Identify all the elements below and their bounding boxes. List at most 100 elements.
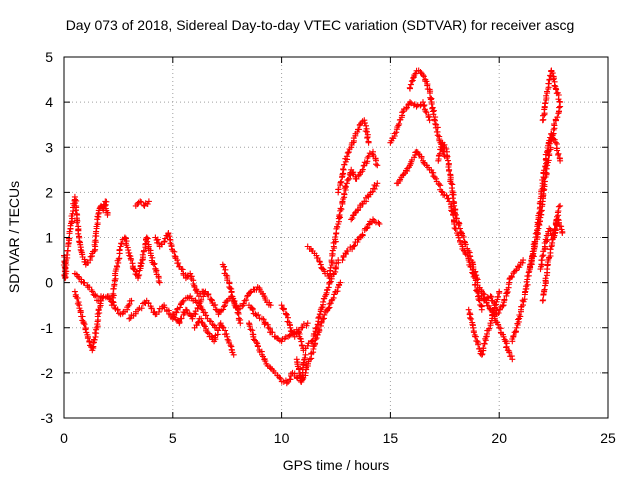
data-point [450,212,457,219]
y-tick-label: 0 [45,275,53,291]
data-point [433,175,440,182]
data-point [499,302,506,309]
data-point [547,228,554,234]
data-point [446,167,452,174]
data-point [138,260,145,267]
data-point [491,304,498,311]
y-tick-label: 5 [45,49,53,65]
data-point [434,132,441,139]
data-point [267,302,274,309]
data-point [183,307,190,314]
data-point [175,260,182,266]
data-point [90,339,97,346]
data-point [103,198,110,205]
data-point [312,336,319,343]
data-point [527,263,533,270]
data-point [351,242,358,249]
data-point [449,208,455,215]
data-point [501,296,508,303]
data-point [327,264,334,271]
data-point [552,139,559,146]
data-point [520,257,527,264]
data-point [150,261,157,268]
data-point [335,186,342,193]
data-point [80,320,87,327]
data-point [316,259,323,265]
data-point [407,99,413,106]
data-point [542,275,549,282]
data-point [267,365,274,372]
data-point [353,175,360,182]
data-points [60,67,566,387]
data-point [403,105,410,112]
data-point [228,289,235,296]
x-tick-label: 15 [383,430,399,446]
data-point [427,96,434,103]
data-point [365,153,372,160]
data-point [556,104,563,111]
data-point [252,311,259,318]
data-point [298,342,305,349]
data-point [205,292,212,298]
data-point [466,252,473,259]
data-point [114,307,121,313]
data-point [84,335,91,342]
data-point [144,201,151,207]
data-point [155,278,162,285]
data-point [330,294,337,301]
data-point [403,104,410,111]
data-point [148,305,155,312]
data-point [203,312,210,319]
data-point [177,304,183,311]
data-point [215,327,222,334]
data-point [128,256,135,263]
data-point [334,224,341,231]
data-point [455,222,462,229]
data-point [410,75,416,81]
data-point [543,92,550,99]
data-point [339,257,346,264]
data-point [299,324,306,331]
data-point [551,121,557,127]
data-point [420,73,427,80]
data-point [269,329,276,336]
data-point [551,136,558,143]
data-point [276,374,283,381]
data-point [363,122,369,129]
data-point [341,191,348,198]
x-tick-label: 5 [169,430,177,446]
data-point [126,315,133,322]
data-point [475,341,482,348]
data-point [74,300,81,307]
data-point [336,211,343,218]
data-point [365,139,372,146]
data-point [233,305,240,312]
data-point [530,241,537,248]
data-point [89,288,96,295]
data-point [361,120,368,127]
data-point [139,251,146,258]
data-point [559,230,566,236]
data-point [139,257,146,264]
data-point [556,98,563,105]
data-point [151,260,158,267]
data-point [87,253,94,260]
data-point [72,207,79,214]
data-point [113,263,120,269]
data-point [359,166,366,173]
data-point [283,311,289,318]
data-point [470,324,477,331]
data-point [344,177,351,184]
data-point [202,309,209,316]
data-point [470,273,477,280]
data-point [262,358,269,365]
data-point [325,284,332,291]
data-point [81,321,88,328]
data-point [555,203,562,210]
data-point [455,234,462,241]
data-point [155,309,162,315]
data-point [249,306,256,313]
data-point [554,147,561,154]
data-point [406,84,413,91]
y-tick-label: -1 [41,320,54,336]
